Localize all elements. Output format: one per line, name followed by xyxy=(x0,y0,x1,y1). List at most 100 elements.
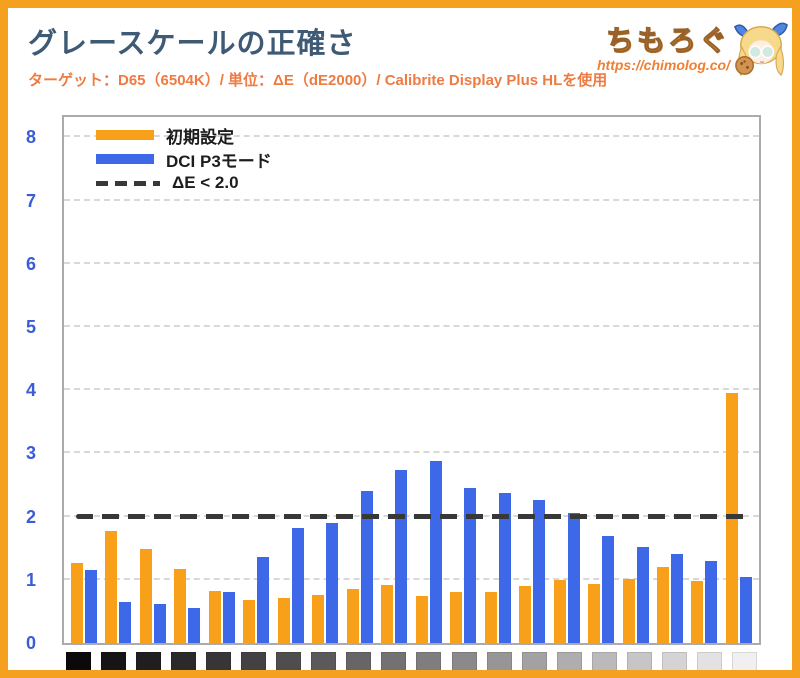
bar-group-3 xyxy=(136,549,170,643)
bar-DCI P3モード-6 xyxy=(257,557,270,643)
grayscale-swatch-1 xyxy=(66,652,91,670)
bar-DCI P3モード-1 xyxy=(85,569,97,643)
bar-初期設定-18 xyxy=(656,566,669,643)
bar-DCI P3モード-3 xyxy=(153,603,166,643)
grayscale-swatch-18 xyxy=(661,652,687,670)
site-logo-name: ちもろぐ xyxy=(605,25,730,56)
site-logo[interactable]: ちもろぐ https://chimolog.co/ xyxy=(597,20,790,78)
bar-group-8 xyxy=(308,522,342,643)
header: グレースケールの正確さ ターゲット：D65（6504K）/ 単位：ΔE（dE20… xyxy=(8,20,792,115)
site-logo-url: https://chimolog.co/ xyxy=(597,57,730,73)
bar-group-1 xyxy=(67,562,101,643)
bar-DCI P3モード-19 xyxy=(705,561,718,643)
bar-group-7 xyxy=(274,527,308,643)
y-axis-tick-6: 6 xyxy=(25,253,36,274)
bar-DCI P3モード-18 xyxy=(670,553,683,643)
y-axis-tick-1: 1 xyxy=(25,569,36,590)
bar-初期設定-7 xyxy=(277,598,290,643)
y-axis-tick-7: 7 xyxy=(25,190,36,211)
bar-DCI P3モード-12 xyxy=(464,487,477,643)
bar-group-2 xyxy=(101,530,135,643)
gridline-y-8 xyxy=(64,135,759,138)
bar-初期設定-13 xyxy=(484,591,497,643)
bar-group-4 xyxy=(170,569,204,643)
gridline-y-1 xyxy=(64,577,759,580)
gridline-y-5 xyxy=(64,325,759,327)
bar-DCI P3モード-2 xyxy=(119,601,132,643)
bar-DCI P3モード-15 xyxy=(567,513,580,643)
grayscale-swatch-13 xyxy=(486,652,512,670)
grayscale-swatch-4 xyxy=(171,652,197,670)
grayscale-swatch-7 xyxy=(276,652,302,670)
grayscale-swatch-15 xyxy=(556,652,582,670)
bar-初期設定-2 xyxy=(105,530,118,643)
bar-初期設定-19 xyxy=(691,581,704,643)
grayscale-swatch-19 xyxy=(696,652,722,670)
bar-初期設定-9 xyxy=(346,588,359,643)
y-axis-tick-8: 8 xyxy=(25,127,36,148)
site-logo-text-block: ちもろぐ https://chimolog.co/ xyxy=(597,25,730,73)
bar-初期設定-10 xyxy=(381,584,394,643)
bar-DCI P3モード-4 xyxy=(188,608,201,643)
legend-label: DCI P3モード xyxy=(166,151,272,171)
bar-group-10 xyxy=(377,470,411,643)
legend-item: ΔE < 2.0 xyxy=(96,173,272,192)
bar-DCI P3モード-16 xyxy=(602,535,615,643)
bar-DCI P3モード-17 xyxy=(636,546,649,643)
bar-group-15 xyxy=(550,513,584,643)
gridline-y-7 xyxy=(64,198,759,201)
bar-group-18 xyxy=(653,553,687,643)
bar-DCI P3モード-8 xyxy=(326,522,339,643)
grayscale-swatch-20 xyxy=(731,652,757,670)
y-axis-tick-3: 3 xyxy=(25,443,36,464)
bar-group-19 xyxy=(687,561,721,643)
grayscale-swatch-3 xyxy=(136,652,162,670)
bar-初期設定-15 xyxy=(553,580,566,643)
legend-item: 初期設定 xyxy=(96,126,272,147)
grayscale-swatch-9 xyxy=(346,652,372,670)
bar-DCI P3モード-20 xyxy=(739,576,752,643)
gridline-y-3 xyxy=(64,451,759,454)
bar-初期設定-11 xyxy=(415,596,428,643)
page-subtitle: ターゲット：D65（6504K）/ 単位：ΔE（dE2000）/ Calibri… xyxy=(28,72,608,89)
bar-group-14 xyxy=(515,499,549,643)
bar-初期設定-12 xyxy=(450,592,463,643)
gridline-y-4 xyxy=(64,388,759,391)
bar-group-13 xyxy=(481,492,515,643)
legend-color-swatch xyxy=(96,130,154,140)
grayscale-accuracy-chart: 0 1 2 3 4 5 6 7 8 初期設定 DCI P3モード ΔE < 2.0 xyxy=(26,115,761,670)
bar-DCI P3モード-11 xyxy=(429,460,442,643)
page-title: グレースケールの正確さ xyxy=(28,28,357,60)
bar-group-6 xyxy=(239,557,273,643)
y-axis-tick-4: 4 xyxy=(25,380,36,401)
legend-color-swatch xyxy=(96,154,154,164)
bar-group-9 xyxy=(343,491,377,643)
mascot-girl-with-cookie-icon xyxy=(734,22,788,77)
grayscale-swatch-11 xyxy=(416,652,442,670)
legend-dashed-line-swatch xyxy=(96,180,160,186)
bar-初期設定-14 xyxy=(519,585,532,643)
bar-DCI P3モード-7 xyxy=(291,527,304,643)
grayscale-swatch-14 xyxy=(521,652,547,670)
y-axis-tick-5: 5 xyxy=(25,317,36,337)
legend: 初期設定 DCI P3モード ΔE < 2.0 xyxy=(96,126,272,192)
bar-初期設定-4 xyxy=(174,569,187,643)
grayscale-swatch-6 xyxy=(241,652,267,670)
bar-group-5 xyxy=(205,590,239,643)
y-axis-tick-2: 2 xyxy=(25,506,36,527)
bar-初期設定-16 xyxy=(588,584,601,643)
grayscale-swatch-12 xyxy=(451,652,477,670)
grayscale-swatch-16 xyxy=(591,652,617,670)
bar-groups xyxy=(64,393,759,643)
bar-DCI P3モード-10 xyxy=(395,470,408,643)
grayscale-swatch-17 xyxy=(626,652,652,670)
grayscale-swatch-10 xyxy=(381,652,407,670)
bar-初期設定-5 xyxy=(208,590,221,643)
delta-e-reference-line xyxy=(76,513,746,519)
bar-初期設定-3 xyxy=(139,549,152,643)
legend-item: DCI P3モード xyxy=(96,150,272,171)
grayscale-swatch-5 xyxy=(206,652,232,670)
grayscale-swatch-8 xyxy=(311,652,337,670)
bar-DCI P3モード-9 xyxy=(360,491,373,643)
